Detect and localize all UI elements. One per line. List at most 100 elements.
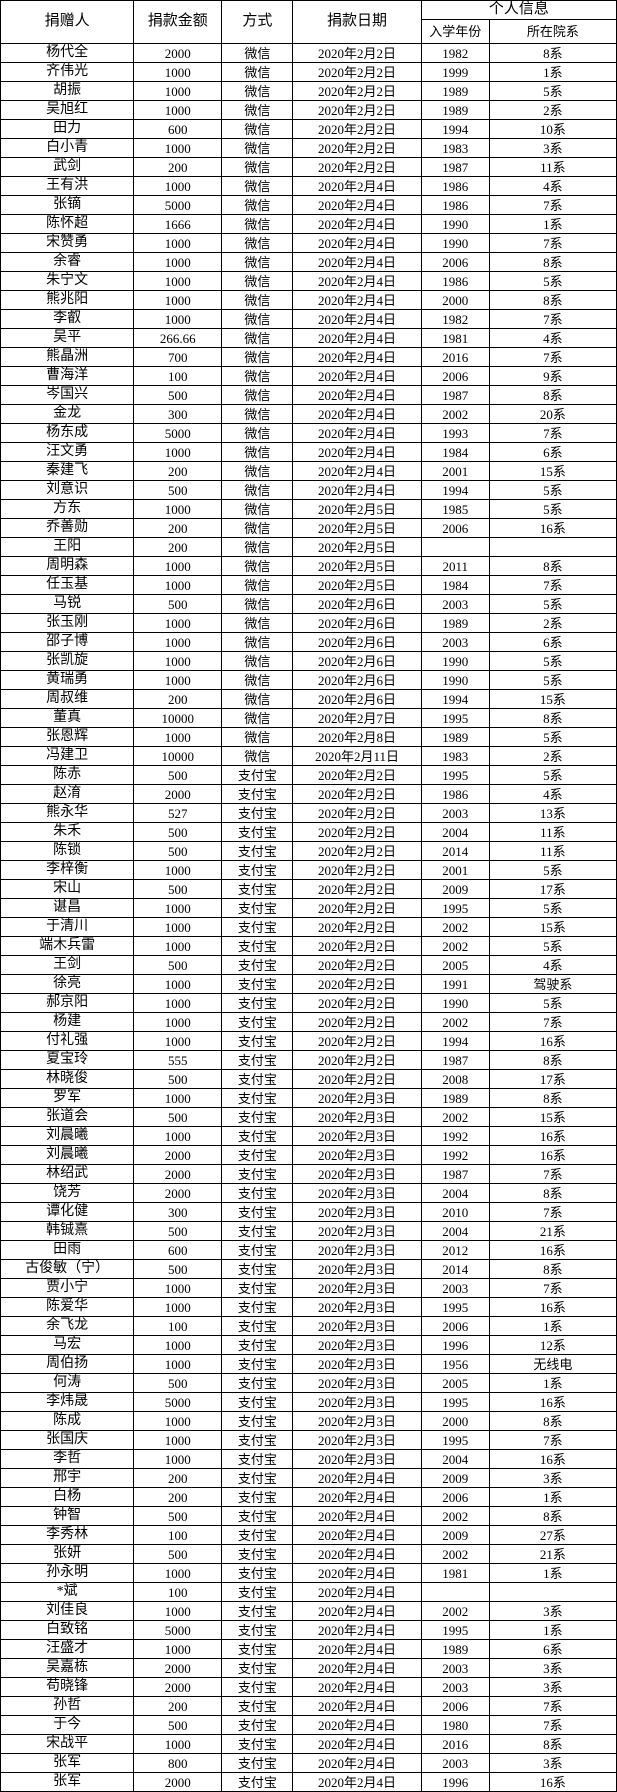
cell-method: 支付宝 bbox=[221, 1544, 294, 1564]
column-header-donor: 捐赠人 bbox=[0, 0, 135, 44]
cell-amount: 2000 bbox=[133, 1164, 223, 1184]
cell-method: 支付宝 bbox=[221, 1449, 294, 1469]
cell-method: 微信 bbox=[221, 214, 294, 234]
cell-donor: 杨东成 bbox=[0, 423, 135, 443]
cell-donor: 于清川 bbox=[0, 917, 135, 937]
cell-method: 微信 bbox=[221, 746, 294, 766]
cell-amount: 500 bbox=[133, 594, 223, 614]
cell-method: 支付宝 bbox=[221, 1297, 294, 1317]
cell-amount: 500 bbox=[133, 1544, 223, 1564]
cell-amount: 527 bbox=[133, 803, 223, 823]
table-row: *斌 100 支付宝 2020年2月4日 bbox=[0, 1582, 617, 1602]
cell-method: 支付宝 bbox=[221, 1050, 294, 1070]
cell-enroll-year: 1995 bbox=[420, 1392, 490, 1412]
cell-department: 7系 bbox=[488, 1430, 617, 1450]
cell-method: 微信 bbox=[221, 556, 294, 576]
cell-amount: 500 bbox=[133, 1715, 223, 1735]
cell-amount: 1000 bbox=[133, 727, 223, 747]
cell-donor: 林晓俊 bbox=[0, 1069, 135, 1089]
cell-date: 2020年2月3日 bbox=[292, 1183, 422, 1203]
cell-date: 2020年2月3日 bbox=[292, 1430, 422, 1450]
cell-method: 微信 bbox=[221, 138, 294, 158]
cell-department: 5系 bbox=[488, 898, 617, 918]
cell-enroll-year: 1994 bbox=[420, 119, 490, 139]
cell-date: 2020年2月6日 bbox=[292, 689, 422, 709]
cell-method: 支付宝 bbox=[221, 1354, 294, 1374]
table-row: 郝京阳 1000 支付宝 2020年2月2日 1990 5系 bbox=[0, 993, 617, 1013]
cell-date: 2020年2月2日 bbox=[292, 898, 422, 918]
cell-enroll-year: 1992 bbox=[420, 1145, 490, 1165]
cell-amount: 200 bbox=[133, 1487, 223, 1507]
cell-date: 2020年2月2日 bbox=[292, 119, 422, 139]
cell-department: 5系 bbox=[488, 81, 617, 101]
cell-donor: 苟晓锋 bbox=[0, 1677, 135, 1697]
cell-method: 微信 bbox=[221, 499, 294, 519]
cell-method: 微信 bbox=[221, 727, 294, 747]
cell-donor: 林绍武 bbox=[0, 1164, 135, 1184]
cell-date: 2020年2月5日 bbox=[292, 537, 422, 557]
table-row: 李炜晟 5000 支付宝 2020年2月3日 1995 16系 bbox=[0, 1392, 617, 1412]
cell-department: 15系 bbox=[488, 689, 617, 709]
cell-department: 16系 bbox=[488, 1392, 617, 1412]
cell-amount: 1000 bbox=[133, 100, 223, 120]
cell-method: 微信 bbox=[221, 461, 294, 481]
cell-enroll-year: 2009 bbox=[420, 1468, 490, 1488]
cell-department: 7系 bbox=[488, 1696, 617, 1716]
cell-enroll-year: 2003 bbox=[420, 1658, 490, 1678]
cell-method: 支付宝 bbox=[221, 1126, 294, 1146]
cell-amount: 1000 bbox=[133, 860, 223, 880]
cell-department: 1系 bbox=[488, 1563, 617, 1583]
cell-enroll-year: 2002 bbox=[420, 1506, 490, 1526]
cell-amount: 1000 bbox=[133, 575, 223, 595]
cell-method: 支付宝 bbox=[221, 1677, 294, 1697]
cell-department: 4系 bbox=[488, 176, 617, 196]
cell-department: 8系 bbox=[488, 1506, 617, 1526]
cell-enroll-year: 1990 bbox=[420, 651, 490, 671]
cell-date: 2020年2月3日 bbox=[292, 1335, 422, 1355]
cell-donor: 余飞龙 bbox=[0, 1316, 135, 1336]
cell-donor: 宋战平 bbox=[0, 1734, 135, 1754]
cell-donor: 白致铭 bbox=[0, 1620, 135, 1640]
table-row: 刘晨曦 2000 支付宝 2020年2月3日 1992 16系 bbox=[0, 1145, 617, 1165]
table-row: 王有洪 1000 微信 2020年2月4日 1986 4系 bbox=[0, 176, 617, 196]
table-row: 李梓衡 1000 支付宝 2020年2月2日 2001 5系 bbox=[0, 860, 617, 880]
cell-donor: 刘佳良 bbox=[0, 1601, 135, 1621]
cell-enroll-year: 2009 bbox=[420, 879, 490, 899]
cell-date: 2020年2月2日 bbox=[292, 803, 422, 823]
cell-date: 2020年2月4日 bbox=[292, 1582, 422, 1602]
cell-department: 6系 bbox=[488, 442, 617, 462]
cell-department: 20系 bbox=[488, 404, 617, 424]
cell-donor: 谭化健 bbox=[0, 1202, 135, 1222]
cell-donor: 金龙 bbox=[0, 404, 135, 424]
cell-donor: 刘晨曦 bbox=[0, 1145, 135, 1165]
cell-department: 12系 bbox=[488, 1335, 617, 1355]
cell-date: 2020年2月4日 bbox=[292, 1753, 422, 1773]
cell-method: 支付宝 bbox=[221, 1506, 294, 1526]
cell-method: 微信 bbox=[221, 575, 294, 595]
cell-enroll-year: 1994 bbox=[420, 480, 490, 500]
cell-donor: 张恩辉 bbox=[0, 727, 135, 747]
cell-amount: 100 bbox=[133, 366, 223, 386]
table-row: 乔善勋 200 微信 2020年2月5日 2006 16系 bbox=[0, 518, 617, 538]
table-row: 李哲 1000 支付宝 2020年2月3日 2004 16系 bbox=[0, 1449, 617, 1469]
cell-amount: 200 bbox=[133, 1468, 223, 1488]
cell-enroll-year: 2004 bbox=[420, 822, 490, 842]
cell-enroll-year: 1986 bbox=[420, 784, 490, 804]
cell-date: 2020年2月11日 bbox=[292, 746, 422, 766]
table-row: 付礼强 1000 支付宝 2020年2月2日 1994 16系 bbox=[0, 1031, 617, 1051]
table-row: 谌昌 1000 支付宝 2020年2月2日 1995 5系 bbox=[0, 898, 617, 918]
cell-donor: 岑国兴 bbox=[0, 385, 135, 405]
cell-donor: 孙永明 bbox=[0, 1563, 135, 1583]
cell-method: 支付宝 bbox=[221, 1202, 294, 1222]
cell-enroll-year: 1995 bbox=[420, 1430, 490, 1450]
cell-department: 5系 bbox=[488, 670, 617, 690]
column-header-enroll-year: 入学年份 bbox=[420, 19, 490, 44]
cell-method: 微信 bbox=[221, 651, 294, 671]
cell-amount: 1000 bbox=[133, 499, 223, 519]
table-row: 宋山 500 支付宝 2020年2月2日 2009 17系 bbox=[0, 879, 617, 899]
cell-date: 2020年2月4日 bbox=[292, 1772, 422, 1792]
cell-method: 支付宝 bbox=[221, 936, 294, 956]
cell-department: 3系 bbox=[488, 1601, 617, 1621]
table-row: 张镝 5000 微信 2020年2月4日 1986 7系 bbox=[0, 195, 617, 215]
cell-date: 2020年2月4日 bbox=[292, 195, 422, 215]
